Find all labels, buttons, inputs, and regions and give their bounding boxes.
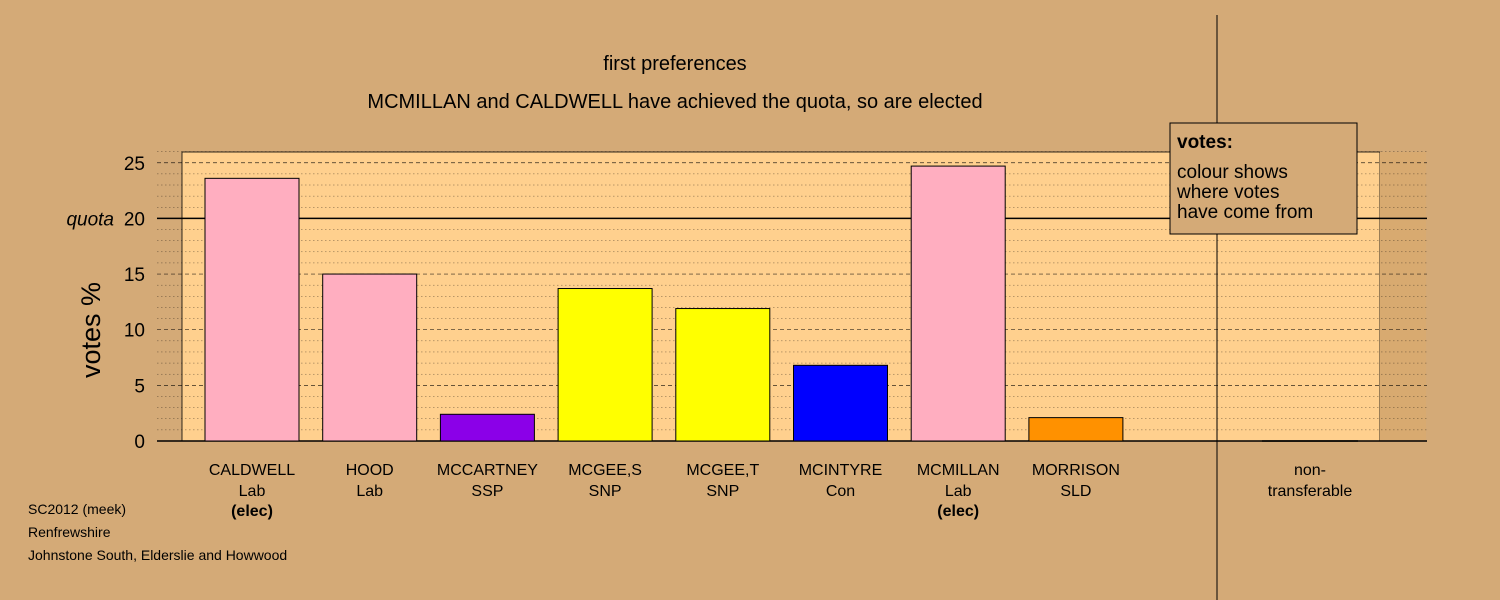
- bars: [204, 165, 1124, 442]
- candidate-party: SSP: [471, 483, 503, 500]
- y-axis-ticks: 0 5 10 15 20 25: [124, 154, 145, 453]
- legend: votes: colour shows where votes have com…: [1169, 122, 1358, 235]
- candidate-name: MCCARTNEY: [437, 462, 538, 479]
- y-axis-label: votes %: [76, 282, 106, 378]
- bar-mcgee-t: [675, 308, 771, 442]
- legend-line-3: have come from: [1177, 202, 1313, 223]
- bar-morrison: [1028, 417, 1124, 442]
- plot-area-extension: [1380, 152, 1426, 441]
- legend-box: [1169, 122, 1358, 235]
- y-tick-label: 15: [124, 265, 145, 286]
- footer-line-1: SC2012 (meek): [28, 501, 126, 517]
- y-tick-label: 0: [134, 432, 145, 453]
- candidate-name: MORRISON: [1032, 462, 1120, 479]
- footer-line-2: Renfrewshire: [28, 524, 111, 540]
- candidate-elected: (elec): [937, 503, 979, 520]
- legend-title: votes:: [1177, 132, 1233, 153]
- candidate-party: SNP: [589, 483, 622, 500]
- quota-label: quota: [66, 209, 114, 230]
- y-tick-label: 20: [124, 209, 145, 230]
- candidate-name: MCINTYRE: [799, 462, 883, 479]
- footer-line-3: Johnstone South, Elderslie and Howwood: [28, 547, 287, 563]
- legend-line-2: where votes: [1176, 182, 1279, 203]
- candidate-party: SLD: [1060, 483, 1091, 500]
- candidate-name: HOOD: [346, 462, 394, 479]
- y-tick-label: 5: [134, 376, 145, 397]
- chart-subtitle: MCMILLAN and CALDWELL have achieved the …: [367, 91, 982, 113]
- candidate-party: Lab: [239, 483, 266, 500]
- candidate-party: Lab: [945, 483, 972, 500]
- bar-hood: [322, 273, 418, 442]
- candidate-party: Con: [826, 483, 855, 500]
- candidate-name: MCGEE,T: [686, 462, 759, 479]
- candidate-name: CALDWELL: [209, 462, 295, 479]
- x-axis-labels: CALDWELL Lab (elec) HOOD Lab MCCARTNEY SSP MCGE…: [209, 462, 1120, 520]
- bar-caldwell: [204, 177, 300, 442]
- candidate-party: SNP: [706, 483, 739, 500]
- y-tick-label: 25: [124, 154, 145, 175]
- bar-mcintyre: [793, 364, 888, 442]
- bar-mcmillan: [910, 165, 1006, 442]
- bar-mccartney: [439, 413, 535, 442]
- legend-line-1: colour shows: [1177, 162, 1288, 183]
- y-tick-label: 10: [124, 321, 145, 342]
- candidate-elected: (elec): [231, 503, 273, 520]
- bar-mcgee-s: [557, 288, 653, 442]
- candidate-name: MCMILLAN: [917, 462, 1000, 479]
- candidate-party: Lab: [356, 483, 383, 500]
- nontransferable-label-2: transferable: [1268, 483, 1353, 500]
- candidate-name: MCGEE,S: [568, 462, 642, 479]
- nontransferable-label-1: non-: [1294, 462, 1326, 479]
- chart-title: first preferences: [603, 53, 746, 75]
